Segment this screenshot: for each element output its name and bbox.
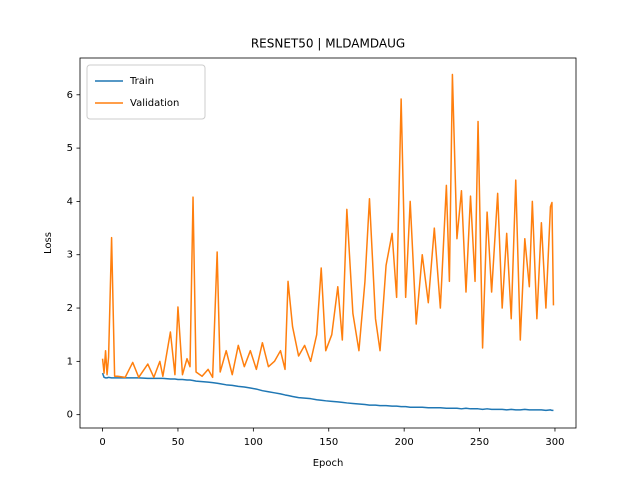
x-tick-label: 0 [99,437,105,448]
legend-label: Train [129,76,154,87]
legend-label: Validation [130,98,179,109]
y-tick-label: 5 [67,143,73,154]
x-axis-label: Epoch [313,458,344,469]
y-tick-label: 6 [67,90,73,101]
chart-title: RESNET50 | MLDAMDAUG [251,37,405,51]
x-tick-label: 150 [319,437,338,448]
y-tick-label: 3 [67,250,73,261]
y-tick-label: 4 [67,196,73,207]
axes-frame [79,57,577,429]
x-tick-label: 300 [545,437,564,448]
x-tick-label: 250 [470,437,489,448]
series-line [101,73,555,379]
x-tick-label: 200 [395,437,414,448]
x-tick-label: 100 [244,437,263,448]
y-tick-label: 0 [67,410,73,421]
y-axis-label: Loss [43,232,54,254]
y-tick-label: 2 [67,303,73,314]
series-line [101,372,554,412]
x-tick-label: 50 [172,437,185,448]
y-tick-label: 1 [67,356,73,367]
legend-box [86,64,206,120]
